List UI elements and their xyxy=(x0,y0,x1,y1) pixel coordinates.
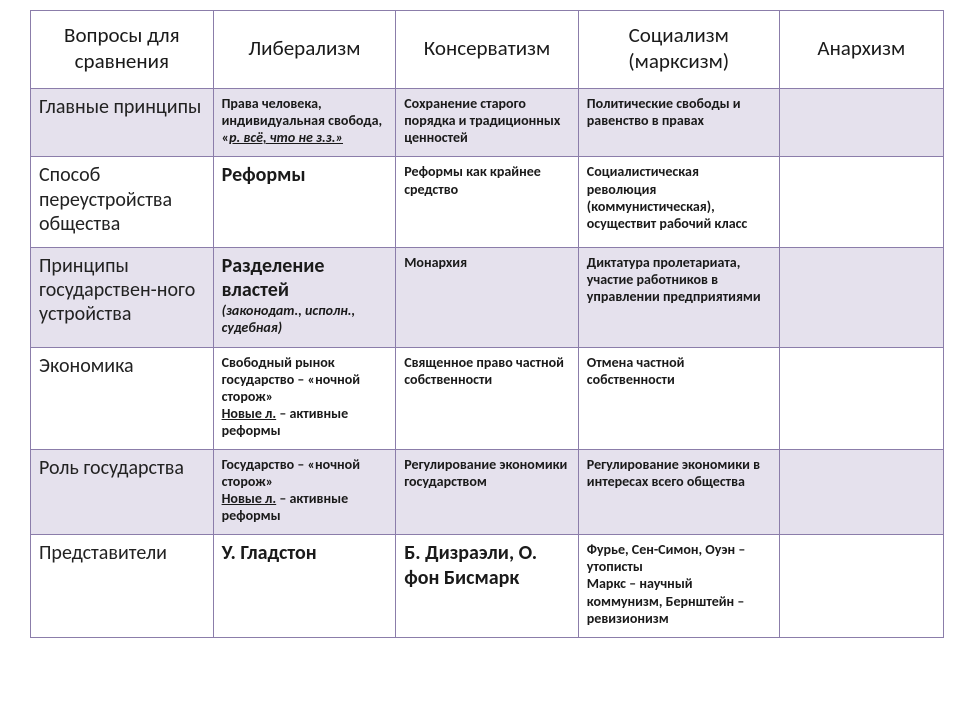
cell-anar xyxy=(779,449,943,534)
text: Диктатура пролетариата, участие работник… xyxy=(587,254,771,305)
row-label: Главные принципы xyxy=(31,89,214,157)
table-row: Роль государства Государство – «ночной с… xyxy=(31,449,944,534)
cell-lib: Разделение властей (законодат., исполн.,… xyxy=(213,247,396,347)
cell-cons: Реформы как крайнее средство xyxy=(396,157,579,247)
cell-lib: Права человека, индивидуальная свобода, … xyxy=(213,89,396,157)
text-big: У. Гладстон xyxy=(222,541,388,565)
text: Регулирование экономики государством xyxy=(404,456,570,490)
ideology-table: Вопросы для сравнения Либерализм Консерв… xyxy=(30,10,944,638)
row-label: Роль государства xyxy=(31,449,214,534)
col-questions: Вопросы для сравнения xyxy=(31,11,214,89)
cell-lib: Реформы xyxy=(213,157,396,247)
row-label: Представители xyxy=(31,535,214,637)
text-big: Реформы xyxy=(222,163,388,187)
table-row: Представители У. Гладстон Б. Дизраэли, О… xyxy=(31,535,944,637)
text-big: Б. Дизраэли, О. фон Бисмарк xyxy=(404,541,570,590)
text: Отмена частной собственности xyxy=(587,354,771,388)
table-row: Экономика Свободный рынок государство – … xyxy=(31,347,944,449)
row-label: Принципы государствен-ного устройства xyxy=(31,247,214,347)
text-underline: Новые л. xyxy=(222,490,277,507)
cell-cons: Сохранение старого порядка и традиционны… xyxy=(396,89,579,157)
text: Социалистическая революция (коммунистиче… xyxy=(587,163,771,231)
cell-soc: Политические свободы и равенство в права… xyxy=(578,89,779,157)
col-socialism: Социализм (марксизм) xyxy=(578,11,779,89)
text: Фурье, Сен-Симон, Оуэн – утописты xyxy=(587,541,771,575)
header-row: Вопросы для сравнения Либерализм Консерв… xyxy=(31,11,944,89)
cell-cons: Регулирование экономики государством xyxy=(396,449,579,534)
cell-anar xyxy=(779,89,943,157)
table-row: Способ переустройства общества Реформы Р… xyxy=(31,157,944,247)
cell-soc: Социалистическая революция (коммунистиче… xyxy=(578,157,779,247)
text: Политические свободы и равенство в права… xyxy=(587,95,771,129)
text-big: Разделение властей xyxy=(222,254,388,303)
table-row: Главные принципы Права человека, индивид… xyxy=(31,89,944,157)
text: Реформы как крайнее средство xyxy=(404,163,570,197)
text: Священное право частной собственности xyxy=(404,354,570,388)
text-underline: Новые л. xyxy=(222,405,277,422)
cell-soc: Регулирование экономики в интересах всег… xyxy=(578,449,779,534)
cell-lib: Свободный рынок государство – «ночной ст… xyxy=(213,347,396,449)
cell-cons: Монархия xyxy=(396,247,579,347)
text: Маркс – научный коммунизм, Бернштейн – р… xyxy=(587,575,771,626)
cell-lib: У. Гладстон xyxy=(213,535,396,637)
text-sub-italic: (законодат., исполн., судебная) xyxy=(222,302,388,336)
text: Монархия xyxy=(404,254,570,271)
text: Государство – «ночной сторож» xyxy=(222,456,388,490)
cell-cons: Б. Дизраэли, О. фон Бисмарк xyxy=(396,535,579,637)
cell-soc: Отмена частной собственности xyxy=(578,347,779,449)
cell-anar xyxy=(779,157,943,247)
cell-lib: Государство – «ночной сторож» Новые л. –… xyxy=(213,449,396,534)
cell-anar xyxy=(779,347,943,449)
text: Регулирование экономики в интересах всег… xyxy=(587,456,771,490)
cell-anar xyxy=(779,247,943,347)
col-anarchism: Анархизм xyxy=(779,11,943,89)
text: Сохранение старого порядка и традиционны… xyxy=(404,95,570,146)
row-label: Экономика xyxy=(31,347,214,449)
col-conservatism: Консерватизм xyxy=(396,11,579,89)
row-label: Способ переустройства общества xyxy=(31,157,214,247)
col-liberalism: Либерализм xyxy=(213,11,396,89)
cell-soc: Фурье, Сен-Симон, Оуэн – утописты Маркс … xyxy=(578,535,779,637)
cell-soc: Диктатура пролетариата, участие работник… xyxy=(578,247,779,347)
page: Вопросы для сравнения Либерализм Консерв… xyxy=(0,0,960,658)
cell-anar xyxy=(779,535,943,637)
cell-cons: Священное право частной собственности xyxy=(396,347,579,449)
text-ital-underline: р. всё, что не з.з.» xyxy=(229,129,343,146)
table-row: Принципы государствен-ного устройства Ра… xyxy=(31,247,944,347)
text: Свободный рынок государство – «ночной ст… xyxy=(222,354,388,405)
